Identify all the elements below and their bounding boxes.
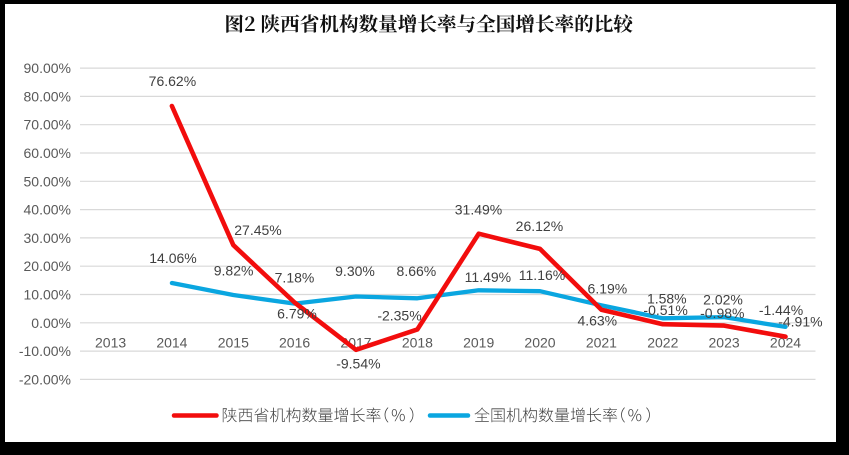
svg-text:20.00%: 20.00% <box>24 258 71 274</box>
svg-text:-20.00%: -20.00% <box>19 371 71 387</box>
svg-text:2016: 2016 <box>279 335 310 351</box>
svg-text:-4.91%: -4.91% <box>778 313 822 329</box>
svg-text:40.00%: 40.00% <box>24 202 71 218</box>
svg-text:2.02%: 2.02% <box>703 292 743 308</box>
svg-text:70.00%: 70.00% <box>24 117 71 133</box>
svg-text:7.18%: 7.18% <box>275 269 315 285</box>
svg-text:6.79%: 6.79% <box>277 305 317 321</box>
svg-text:9.30%: 9.30% <box>335 263 375 279</box>
svg-text:2013: 2013 <box>95 335 126 351</box>
svg-text:76.62%: 76.62% <box>149 73 196 89</box>
svg-text:4.63%: 4.63% <box>577 313 617 329</box>
svg-text:26.12%: 26.12% <box>516 218 563 234</box>
svg-text:60.00%: 60.00% <box>24 145 71 161</box>
svg-text:11.49%: 11.49% <box>465 269 511 285</box>
svg-text:50.00%: 50.00% <box>24 173 71 189</box>
svg-text:2023: 2023 <box>709 335 740 351</box>
svg-text:1.58%: 1.58% <box>647 290 687 306</box>
svg-text:-9.54%: -9.54% <box>336 355 380 371</box>
svg-text:-0.51%: -0.51% <box>643 302 687 318</box>
svg-text:2022: 2022 <box>647 335 678 351</box>
svg-text:30.00%: 30.00% <box>24 230 71 246</box>
svg-text:27.45%: 27.45% <box>234 222 281 238</box>
svg-text:6.19%: 6.19% <box>588 281 628 297</box>
svg-text:-10.00%: -10.00% <box>19 343 71 359</box>
svg-text:2021: 2021 <box>586 335 617 351</box>
svg-text:2020: 2020 <box>524 335 555 351</box>
svg-text:-2.35%: -2.35% <box>377 308 421 324</box>
svg-text:8.66%: 8.66% <box>397 263 437 279</box>
svg-text:10.00%: 10.00% <box>24 287 71 303</box>
svg-text:90.00%: 90.00% <box>24 60 71 76</box>
svg-text:2024: 2024 <box>770 335 801 351</box>
svg-text:9.82%: 9.82% <box>214 262 254 278</box>
svg-text:2019: 2019 <box>463 335 494 351</box>
svg-text:0.00%: 0.00% <box>31 315 71 331</box>
svg-text:-0.98%: -0.98% <box>700 305 744 321</box>
svg-text:11.16%: 11.16% <box>519 267 565 283</box>
svg-text:14.06%: 14.06% <box>149 250 196 266</box>
svg-text:2014: 2014 <box>156 335 187 351</box>
svg-text:80.00%: 80.00% <box>24 88 71 104</box>
svg-text:31.49%: 31.49% <box>455 201 502 217</box>
svg-text:2015: 2015 <box>218 335 249 351</box>
svg-text:-1.44%: -1.44% <box>759 302 803 318</box>
svg-text:2018: 2018 <box>402 335 433 351</box>
